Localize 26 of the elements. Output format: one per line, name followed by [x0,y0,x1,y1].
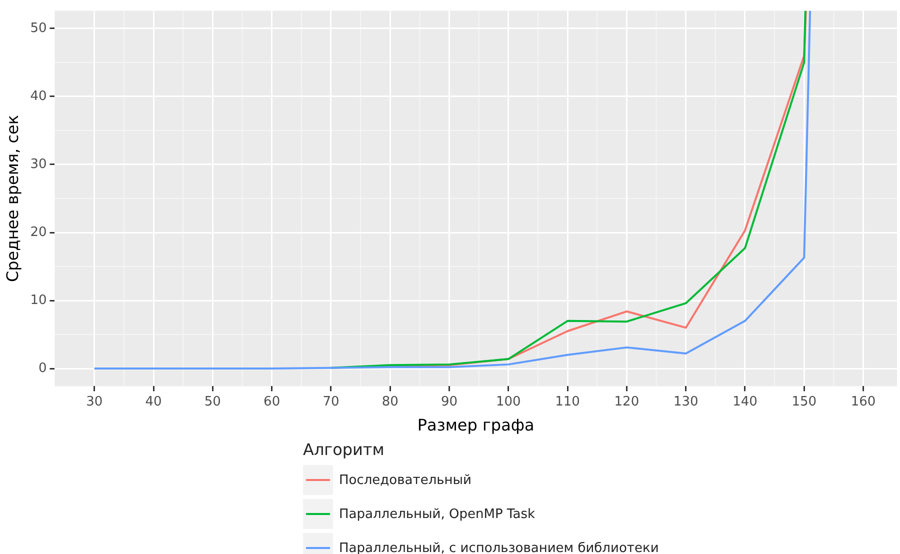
x-tick-label: 60 [264,394,280,410]
x-tick-label: 100 [496,394,521,410]
x-tick-label: 50 [204,394,221,410]
x-tick-label: 70 [322,394,340,410]
x-tick-label: 110 [555,394,580,410]
x-tick-label: 30 [86,394,103,410]
x-tick-label: 40 [145,394,162,410]
y-tick-label: 0 [38,360,47,376]
y-tick-label: 20 [30,224,47,240]
y-axis-title: Среднее время, сек [2,114,22,282]
y-tick-label: 50 [30,20,47,36]
x-tick-label: 150 [792,394,817,410]
x-tick-label: 80 [382,394,398,410]
y-tick-label: 40 [30,88,47,104]
x-tick-label: 120 [614,394,640,410]
legend-label: Параллельный, OpenMP Task [339,506,535,522]
y-tick-label: 30 [30,156,47,172]
y-tick-label: 10 [30,292,47,308]
legend-label: Последовательный [339,472,472,488]
x-tick-label: 160 [850,394,876,410]
legend-title: Алгоритм [303,440,386,459]
legend-label: Параллельный, с использованием библиотеки [339,540,659,554]
x-tick-label: 90 [440,394,458,410]
x-tick-label: 140 [732,394,758,410]
x-tick-label: 130 [673,394,698,410]
x-axis-title: Размер графа [417,416,534,435]
